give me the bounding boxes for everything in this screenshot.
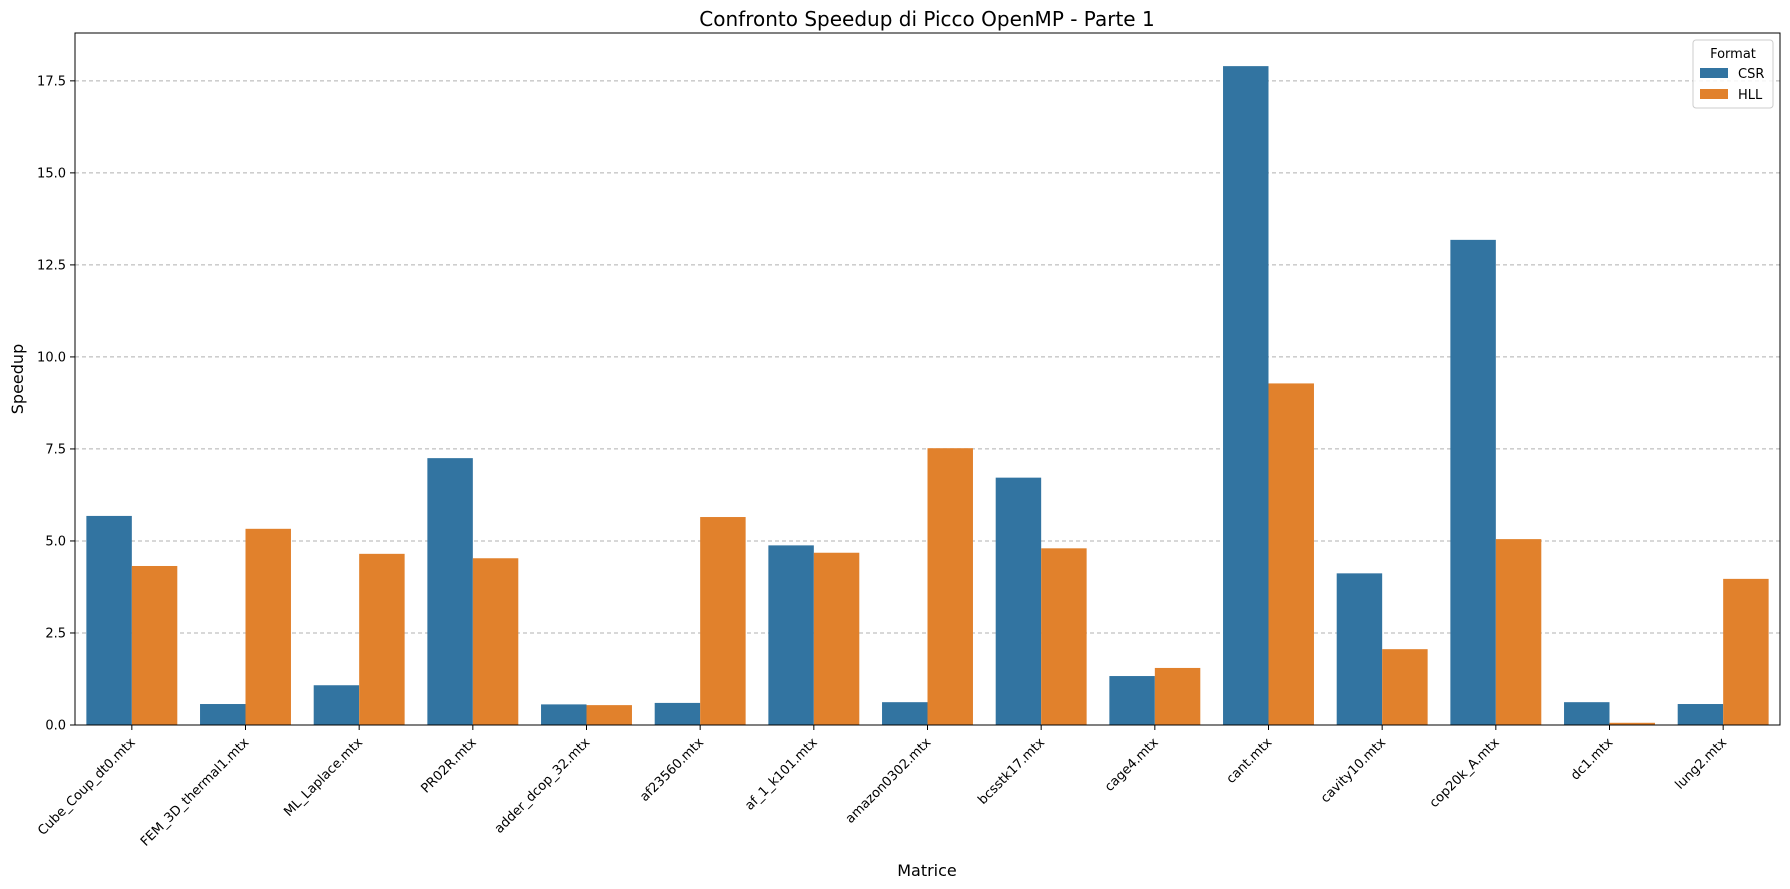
legend-title: Format [1710,47,1756,62]
x-tick-label: dc1.mtx [1568,735,1616,783]
bar-csr-12 [1450,239,1496,725]
x-tick-label: cage4.mtx [1102,735,1162,795]
legend-swatch-csr [1700,68,1728,78]
bar-hll-10 [1268,383,1314,725]
bar-hll-8 [1041,548,1087,725]
bar-hll-13 [1609,722,1655,725]
x-tick-label: lung2.mtx [1673,735,1731,793]
x-tick-label: bcsstk17.mtx [975,735,1048,808]
y-tick-label: 0.0 [45,719,66,734]
bar-csr-11 [1336,573,1383,725]
x-tick-label: adder_dcop_32.mtx [492,735,594,837]
x-tick-label: cant.mtx [1224,735,1276,787]
bar-csr-9 [1109,676,1155,725]
bar-csr-6 [768,545,814,725]
y-tick-label: 7.5 [45,442,66,457]
chart-title: Confronto Speedup di Picco OpenMP - Part… [699,7,1154,31]
bar-csr-3 [427,458,473,725]
x-tick-label: cavity10.mtx [1318,735,1389,806]
bar-hll-4 [586,705,632,725]
x-tick-label: cop20k_A.mtx [1427,735,1503,811]
y-tick-label: 17.5 [37,74,66,89]
bar-csr-2 [313,685,360,725]
bar-hll-7 [927,448,973,725]
bar-csr-13 [1564,702,1610,725]
legend: Format CSR HLL [1692,39,1774,109]
bar-csr-1 [200,704,246,725]
bar-hll-5 [700,517,746,725]
y-tick-label: 2.5 [45,626,66,641]
bar-hll-0 [131,565,178,725]
x-tick-label: PR02R.mtx [418,735,479,796]
x-tick-label: ML_Laplace.mtx [281,735,366,820]
bar-hll-1 [245,528,291,725]
bar-csr-5 [654,702,701,725]
y-tick-label: 5.0 [45,534,66,549]
bar-hll-9 [1154,667,1201,725]
y-axis-label: Speedup [8,344,27,414]
x-tick-label: FEM_3D_thermal1.mtx [138,735,253,850]
bar-hll-2 [359,553,405,725]
bar-csr-8 [995,477,1042,725]
y-axis: 0.0 2.5 5.0 7.5 10.0 12.5 15.0 17.5 [37,74,75,734]
y-tick-label: 15.0 [37,166,66,181]
legend-label-hll: HLL [1738,88,1763,103]
bar-csr-4 [541,704,587,725]
legend-label-csr: CSR [1738,67,1764,82]
x-tick-label: Cube_Coup_dt0.mtx [35,735,139,839]
bar-hll-6 [813,552,860,725]
bar-csr-7 [882,702,928,725]
y-tick-label: 10.0 [37,350,66,365]
bar-csr-0 [86,515,132,725]
x-tick-label: af_1_k101.mtx [742,735,821,814]
x-axis-label: Matrice [897,861,957,880]
x-tick-label: amazon0302.mtx [843,735,935,827]
bar-hll-12 [1495,539,1542,725]
bar-hll-11 [1382,649,1428,725]
bars [86,66,1769,725]
x-axis: Cube_Coup_dt0.mtx FEM_3D_thermal1.mtx ML_L… [35,725,1730,850]
bar-hll-3 [472,558,519,725]
bar-csr-10 [1223,66,1269,725]
y-tick-label: 12.5 [37,258,66,273]
x-tick-label: af23560.mtx [637,735,707,805]
bar-hll-14 [1723,578,1769,725]
bar-csr-14 [1677,704,1724,725]
legend-swatch-hll [1700,89,1728,99]
